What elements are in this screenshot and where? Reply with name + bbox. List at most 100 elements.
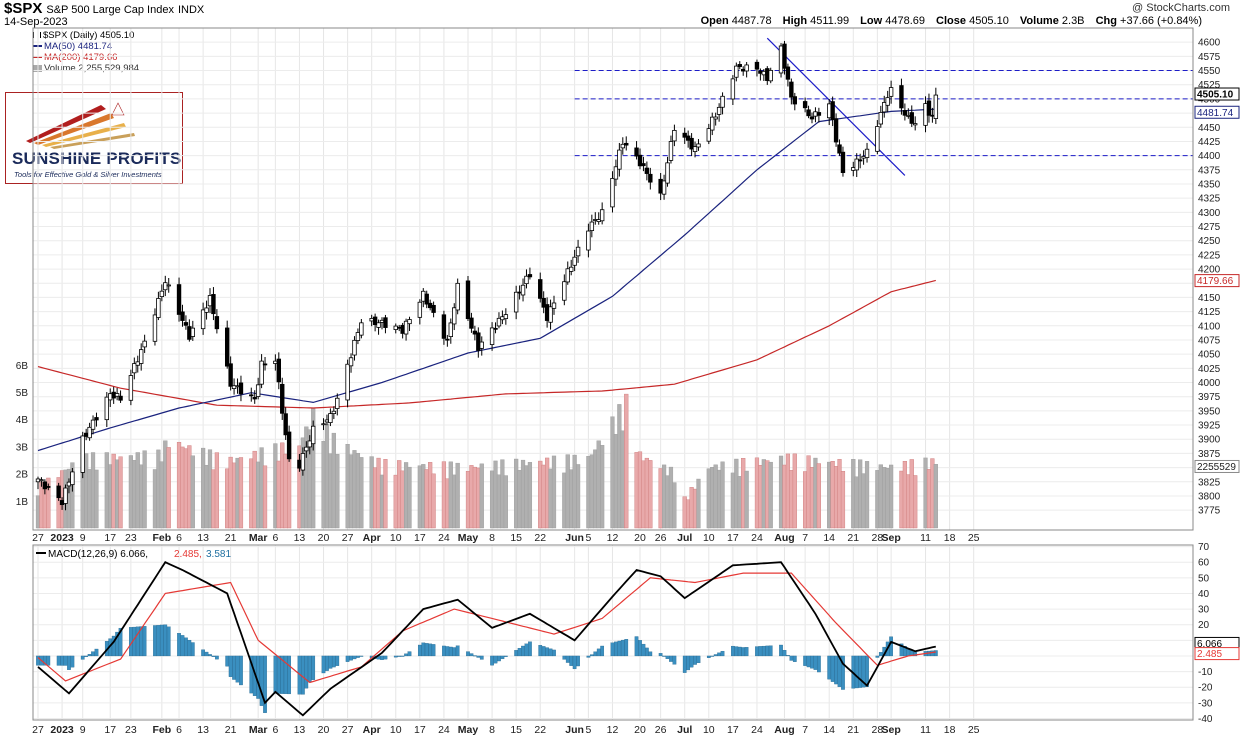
volume-bar	[207, 449, 213, 529]
candle-body	[465, 280, 471, 320]
candle-body	[816, 112, 822, 116]
volume-bar	[930, 458, 935, 529]
ma200-line	[37, 279, 936, 409]
macd-histogram-bar	[524, 643, 529, 657]
macd-histogram-bar	[596, 648, 601, 657]
macd-histogram-bar	[610, 642, 615, 657]
macd-histogram-bar	[827, 655, 832, 680]
y-tick-label: 3900	[1198, 435, 1221, 446]
y-tick-label: 4425	[1198, 137, 1221, 148]
macd-histogram-bar	[538, 645, 543, 657]
macd-histogram-bar	[758, 646, 763, 657]
x-tick-label: 14	[823, 724, 835, 736]
x-tick-label: 7	[802, 724, 808, 736]
candle-body	[617, 149, 622, 170]
volume-bar	[861, 473, 866, 529]
y-tick-label: 4050	[1198, 350, 1221, 361]
macd-histogram-bar	[493, 655, 498, 664]
candle-body	[716, 106, 722, 115]
macd-histogram-bar	[696, 655, 701, 664]
volume-bar	[452, 474, 457, 529]
volume-bar	[115, 459, 120, 529]
volume-bar	[885, 468, 890, 529]
candle-body	[782, 43, 787, 69]
candle-body	[211, 294, 216, 315]
candle-body	[176, 284, 182, 315]
candle-body	[132, 363, 137, 374]
volume-bar	[228, 456, 233, 529]
candle-body	[538, 279, 543, 299]
macd-histogram-bar	[930, 650, 935, 657]
volume-bar	[231, 462, 237, 529]
macd-histogram-bar	[311, 655, 316, 680]
x-tick-label: Apr	[363, 724, 381, 736]
y-tick-label: 4600	[1198, 38, 1221, 49]
x-tick-label: Feb	[153, 724, 172, 736]
macd-histogram-bar	[576, 655, 580, 667]
y-tick-label: 3875	[1198, 449, 1221, 460]
macd-histogram-bar	[36, 655, 40, 666]
macd-histogram-bar	[933, 650, 938, 657]
candle-body	[634, 147, 639, 157]
y-tick-label: 4125	[1198, 307, 1221, 318]
logo-tagline: Tools for Effective Gold & Silver Invest…	[14, 170, 162, 179]
x-tick-label: 8	[489, 724, 495, 736]
macd-histogram-bar	[693, 655, 697, 665]
volume-bar	[806, 455, 811, 529]
macd-histogram-bar	[228, 655, 233, 677]
macd-histogram-bar	[479, 655, 484, 660]
candle-body	[734, 65, 739, 78]
volume-tick-label: 5B	[16, 388, 29, 399]
volume-bar	[283, 453, 288, 529]
volume-bar	[335, 454, 340, 529]
candle-body	[837, 144, 842, 154]
volume-bar	[851, 459, 856, 529]
macd-histogram-bar	[452, 647, 457, 657]
candle-body	[644, 167, 650, 174]
macd-histogram-bar	[503, 655, 508, 657]
x-tick-label: 10	[390, 532, 402, 544]
macd-histogram-bar	[263, 655, 267, 713]
macd-histogram-bar	[273, 655, 278, 694]
macd-histogram-bar	[235, 655, 240, 683]
candle-body	[259, 360, 264, 385]
macd-histogram-bar	[180, 635, 185, 657]
macd-legend-label: MACD(12,26,9) 6.066,	[48, 549, 148, 560]
macd-tick-label: -40	[1198, 714, 1213, 725]
candle-body	[445, 338, 450, 341]
volume-bar	[428, 462, 433, 529]
x-tick-label: Mar	[249, 532, 268, 544]
macd-histogram-bar	[421, 642, 426, 657]
x-tick-label: 20	[318, 532, 330, 544]
candle-body	[672, 129, 677, 142]
x-tick-label: 21	[225, 532, 237, 544]
macd-histogram-bar	[713, 654, 718, 657]
x-tick-label: 17	[414, 532, 426, 544]
volume-bar	[741, 458, 746, 529]
candle-body	[692, 146, 698, 152]
volume-bar	[517, 469, 522, 529]
high-value: 4511.99	[810, 15, 850, 27]
volume-bar	[176, 441, 182, 529]
macd-histogram-bar	[380, 655, 384, 660]
x-tick-label: 13	[294, 724, 306, 736]
candle-body	[431, 304, 436, 313]
x-tick-label: 20	[634, 724, 646, 736]
macd-tick-label: -20	[1198, 683, 1213, 694]
candle-body	[46, 486, 51, 488]
x-tick-label: Feb	[153, 532, 172, 544]
volume-bar	[225, 468, 230, 529]
candle-body	[424, 293, 429, 305]
x-tick-label: 21	[847, 532, 859, 544]
candle-body	[335, 397, 340, 409]
candle-body	[489, 327, 495, 345]
candle-body	[448, 322, 453, 337]
volume-bar	[586, 456, 591, 529]
candle-body	[252, 396, 257, 400]
x-tick-label: 6	[272, 724, 278, 736]
volume-bar	[201, 447, 206, 529]
macd-histogram-bar	[779, 644, 783, 657]
macd-histogram-bar	[70, 655, 75, 668]
macd-histogram-bar	[552, 649, 556, 657]
candle-body	[228, 363, 233, 387]
